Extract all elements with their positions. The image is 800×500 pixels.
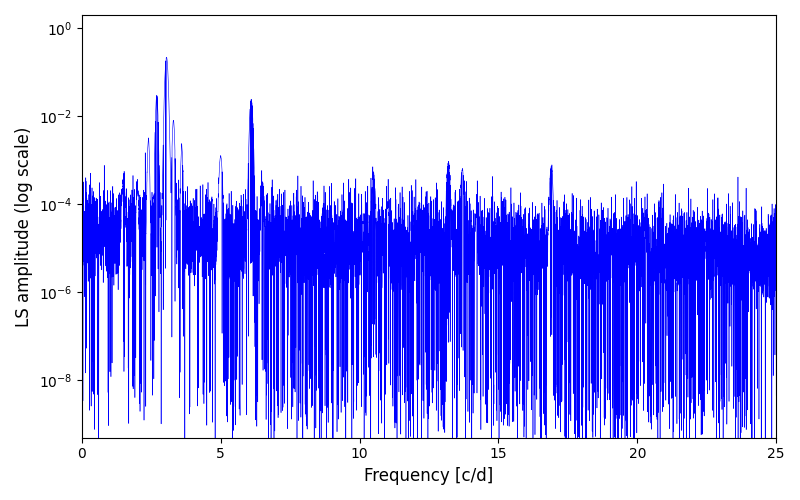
- X-axis label: Frequency [c/d]: Frequency [c/d]: [364, 467, 494, 485]
- Y-axis label: LS amplitude (log scale): LS amplitude (log scale): [15, 126, 33, 326]
